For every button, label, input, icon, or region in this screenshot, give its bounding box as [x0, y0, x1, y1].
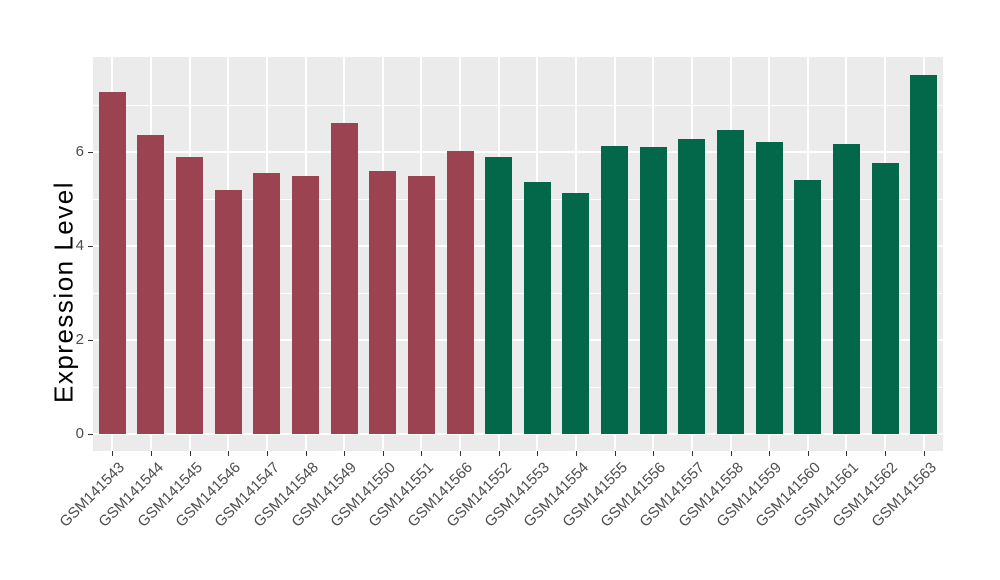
x-axis-tick	[228, 451, 230, 456]
x-axis-tick	[923, 451, 925, 456]
x-axis-tick	[460, 451, 462, 456]
y-tick-label-0: 0	[75, 425, 84, 442]
bar-GSM141551	[407, 175, 435, 434]
gridline-major	[93, 339, 943, 341]
y-axis-tick	[88, 434, 93, 435]
x-axis-tick	[112, 451, 114, 456]
bar-GSM141543	[98, 92, 126, 434]
x-axis-tick	[691, 451, 693, 456]
bar-GSM141557	[678, 138, 706, 434]
x-axis-tick	[498, 451, 500, 456]
gridline-minor	[93, 292, 943, 294]
y-axis-title: Expression Level	[48, 181, 79, 403]
x-axis-tick	[189, 451, 191, 456]
y-tick-label-4: 4	[75, 237, 84, 254]
bar-GSM141549	[330, 122, 358, 434]
plot-panel	[93, 57, 943, 451]
x-axis-tick	[266, 451, 268, 456]
y-axis-tick	[88, 246, 93, 247]
y-tick-label-6: 6	[75, 143, 84, 160]
gridline-major	[93, 433, 943, 435]
x-axis-tick	[653, 451, 655, 456]
bar-GSM141560	[794, 180, 822, 434]
bar-GSM141552	[485, 156, 513, 434]
bar-GSM141566	[446, 150, 474, 434]
gridline-major	[93, 245, 943, 247]
bar-GSM141553	[523, 181, 551, 434]
bar-GSM141555	[601, 145, 629, 434]
bar-GSM141545	[176, 156, 204, 434]
bar-GSM141558	[717, 129, 744, 434]
bar-GSM141556	[639, 147, 667, 434]
x-axis-tick	[537, 451, 539, 456]
gridline-minor	[93, 198, 943, 200]
x-axis-tick	[614, 451, 616, 456]
x-axis-tick	[305, 451, 307, 456]
gridline-minor	[93, 386, 943, 388]
x-axis-tick	[885, 451, 887, 456]
gridline-minor	[93, 104, 943, 106]
bar-GSM141550	[369, 170, 397, 434]
bar-GSM141548	[292, 175, 319, 434]
bar-GSM141561	[832, 143, 860, 434]
y-axis-tick	[88, 152, 93, 153]
bar-GSM141547	[253, 173, 281, 434]
bar-GSM141562	[871, 162, 899, 434]
bar-GSM141546	[214, 189, 242, 434]
bar-GSM141554	[562, 193, 590, 434]
x-axis-tick	[344, 451, 346, 456]
y-axis-tick	[88, 340, 93, 341]
x-axis-tick	[807, 451, 809, 456]
gridline-major	[93, 151, 943, 153]
x-axis-tick	[150, 451, 152, 456]
x-axis-tick	[730, 451, 732, 456]
x-axis-tick	[846, 451, 848, 456]
x-axis-tick	[769, 451, 771, 456]
bar-GSM141559	[755, 142, 783, 434]
x-axis-tick	[575, 451, 577, 456]
bar-GSM141544	[137, 135, 165, 434]
y-tick-label-2: 2	[75, 331, 84, 348]
x-axis-tick	[421, 451, 423, 456]
x-axis-tick	[382, 451, 384, 456]
bar-GSM141563	[910, 75, 938, 434]
